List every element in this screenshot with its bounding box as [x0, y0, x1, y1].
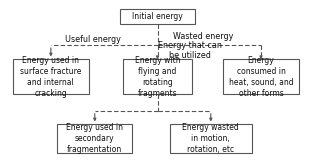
- FancyBboxPatch shape: [13, 59, 89, 94]
- FancyArrowPatch shape: [50, 48, 52, 55]
- FancyArrowPatch shape: [94, 114, 96, 120]
- Text: Useful energy: Useful energy: [65, 35, 121, 44]
- FancyBboxPatch shape: [170, 124, 252, 153]
- FancyArrowPatch shape: [156, 56, 159, 58]
- Text: Energy used in
secondary
fragmentation: Energy used in secondary fragmentation: [66, 123, 123, 154]
- FancyBboxPatch shape: [223, 59, 299, 94]
- Text: Energy
consumed in
heat, sound, and
other forms: Energy consumed in heat, sound, and othe…: [229, 56, 293, 98]
- Text: Energy with
flying and
rotating
fragments: Energy with flying and rotating fragment…: [135, 56, 180, 98]
- Text: Energy wasted
in motion,
rotation, etc: Energy wasted in motion, rotation, etc: [182, 123, 239, 154]
- FancyArrowPatch shape: [210, 114, 212, 120]
- FancyBboxPatch shape: [57, 124, 132, 153]
- Text: Initial energy: Initial energy: [132, 12, 183, 21]
- Text: Energy that can
be utilized: Energy that can be utilized: [158, 41, 222, 60]
- Text: Energy used in
surface fracture
and internal
cracking: Energy used in surface fracture and inte…: [20, 56, 82, 98]
- FancyArrowPatch shape: [260, 56, 262, 59]
- FancyBboxPatch shape: [120, 9, 195, 24]
- FancyBboxPatch shape: [123, 59, 192, 94]
- Text: Wasted energy: Wasted energy: [173, 32, 233, 41]
